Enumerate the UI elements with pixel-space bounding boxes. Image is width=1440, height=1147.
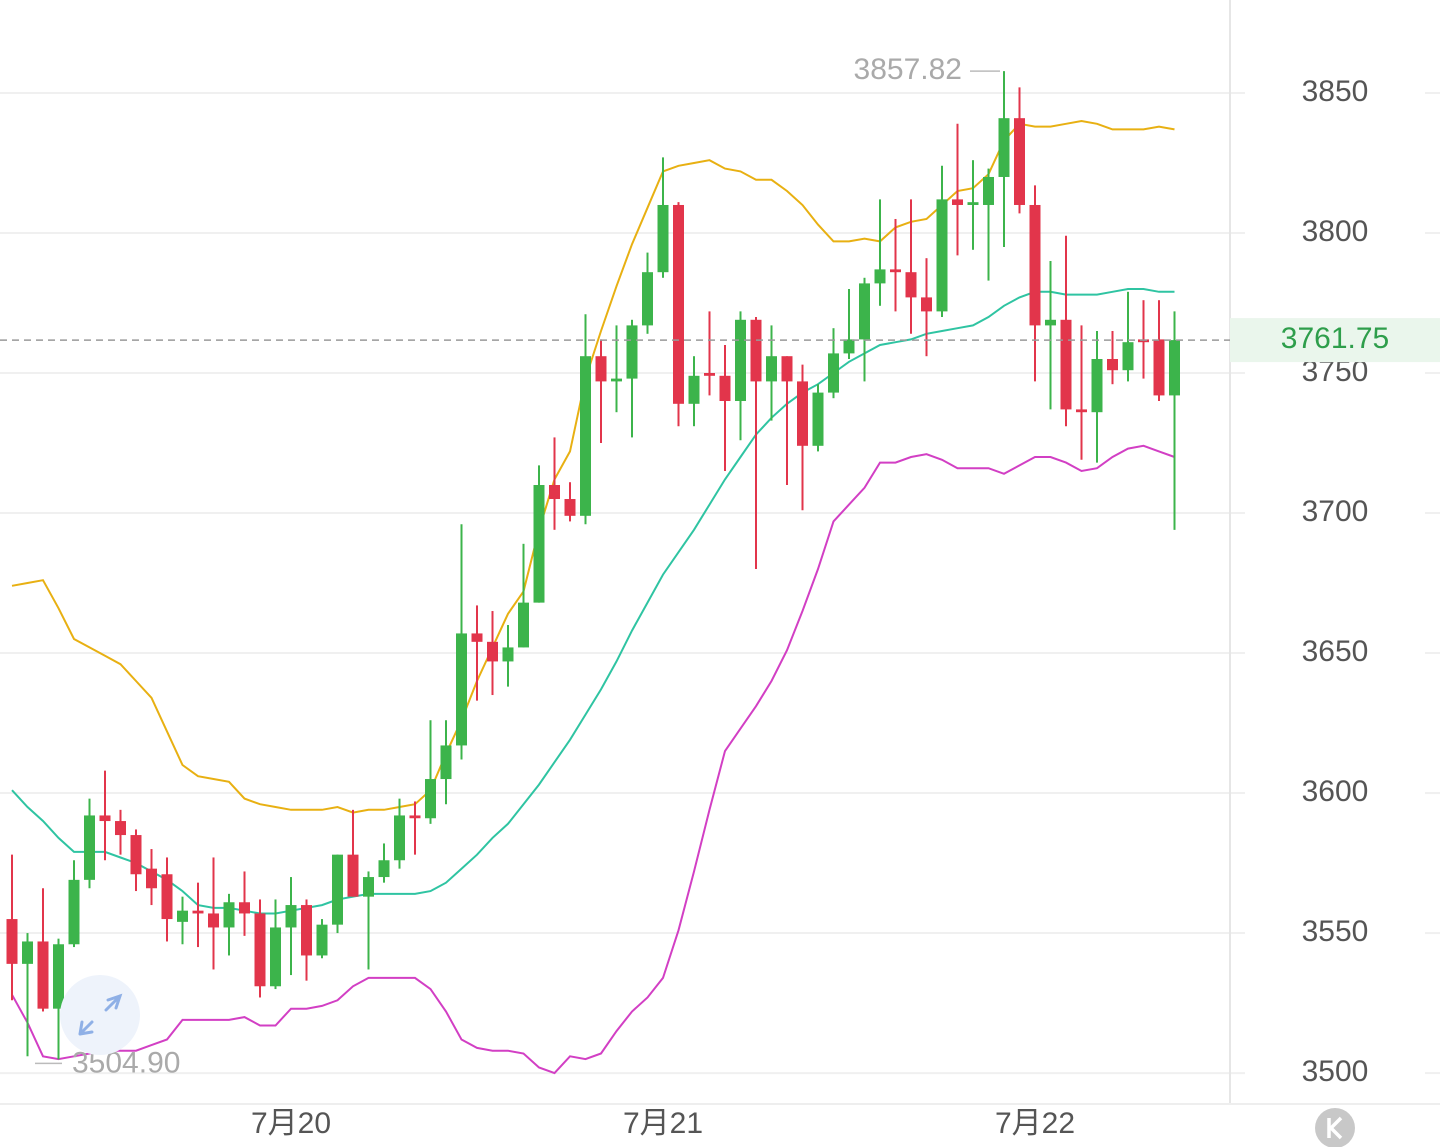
candle-body <box>859 283 870 340</box>
x-tick-label: 7月22 <box>995 1107 1075 1140</box>
candle-body <box>735 319 746 402</box>
candle-body <box>409 815 421 819</box>
last-price-box <box>1230 318 1440 363</box>
candle-body <box>890 269 901 273</box>
candle-body <box>1169 340 1180 396</box>
candle-body <box>936 199 948 312</box>
candle-body <box>967 202 979 205</box>
candle-body <box>394 815 405 861</box>
candle-body <box>750 319 762 382</box>
candle-body <box>22 941 33 964</box>
candle-body <box>1122 342 1134 371</box>
candle-body <box>580 356 591 516</box>
candle-body <box>626 325 638 379</box>
x-tick-label: 7月20 <box>251 1107 331 1140</box>
candle-body <box>533 485 545 603</box>
candle-body <box>998 118 1010 177</box>
candle-body <box>456 633 467 746</box>
candle-body <box>1076 409 1087 413</box>
candle-body <box>177 910 188 922</box>
candle-body <box>502 647 514 662</box>
candle-body <box>921 297 932 312</box>
candle-body <box>425 779 436 819</box>
candle-body <box>285 905 297 928</box>
candle-body <box>843 339 855 354</box>
candles <box>6 71 1180 1060</box>
band-line <box>11 444 1175 1075</box>
candle-body <box>952 199 963 205</box>
candle-body <box>192 910 204 914</box>
candle-body <box>208 913 219 928</box>
candle-body <box>1153 339 1165 396</box>
y-tick-label: 3850 <box>1302 75 1369 108</box>
candle-body <box>223 902 235 928</box>
candle-body <box>828 353 839 393</box>
candle-body <box>766 356 777 382</box>
band-line <box>11 288 1175 915</box>
candle-body <box>332 854 343 925</box>
bollinger-bands <box>11 119 1175 1075</box>
candle-body <box>146 868 157 889</box>
candle-body <box>564 499 576 516</box>
candle-body <box>254 913 266 987</box>
candle-body <box>812 392 824 446</box>
candle-body <box>471 633 483 642</box>
candle-body <box>53 944 64 1009</box>
candle-body <box>797 381 808 446</box>
y-tick-label: 3650 <box>1302 635 1369 668</box>
k-icon[interactable] <box>1315 1108 1355 1147</box>
candle-body <box>347 854 359 897</box>
candle-body <box>301 905 312 956</box>
candle-body <box>905 272 917 298</box>
candle-body <box>378 860 390 878</box>
candle-body <box>595 356 607 382</box>
x-tick-label: 7月21 <box>623 1107 703 1140</box>
y-tick-label: 3700 <box>1302 495 1369 528</box>
candle-body <box>673 204 684 404</box>
candle-body <box>781 356 793 382</box>
candle-body <box>1014 118 1025 205</box>
candle-body <box>68 879 80 945</box>
candle-body <box>487 641 498 662</box>
expand-icon[interactable] <box>60 975 140 1055</box>
candle-body <box>161 874 173 920</box>
candle-body <box>657 204 669 273</box>
candle-body <box>363 877 374 897</box>
candle-body <box>84 815 95 880</box>
candle-body <box>518 602 529 648</box>
candle-body <box>874 269 886 284</box>
last-price-label: 3761.75 <box>1281 322 1389 355</box>
y-tick-label: 3500 <box>1302 1055 1369 1088</box>
band-line <box>11 119 1175 814</box>
candle-body <box>130 835 142 875</box>
candle-body <box>6 919 18 964</box>
candle-body <box>270 927 281 987</box>
candle-body <box>983 176 994 205</box>
candle-body <box>1091 358 1103 413</box>
candle-body <box>1029 204 1041 326</box>
candle-body <box>37 941 49 1009</box>
candle-body <box>99 815 111 822</box>
y-tick-label: 3800 <box>1302 215 1369 248</box>
candle-body <box>1107 358 1118 371</box>
candle-body <box>1045 319 1056 326</box>
candle-body <box>440 745 452 780</box>
y-tick-label: 3550 <box>1302 915 1369 948</box>
candle-body <box>611 378 622 382</box>
y-tick-label: 3600 <box>1302 775 1369 808</box>
high-marker-label: 3857.82 <box>854 53 962 86</box>
candle-body <box>115 821 126 836</box>
candle-body <box>239 902 250 914</box>
candle-body <box>642 272 653 326</box>
candle-body <box>316 924 328 956</box>
candle-body <box>719 375 731 402</box>
candle-body <box>1060 319 1072 410</box>
candle-body <box>688 375 700 404</box>
candle-body <box>549 485 560 500</box>
candle-body <box>704 373 715 376</box>
